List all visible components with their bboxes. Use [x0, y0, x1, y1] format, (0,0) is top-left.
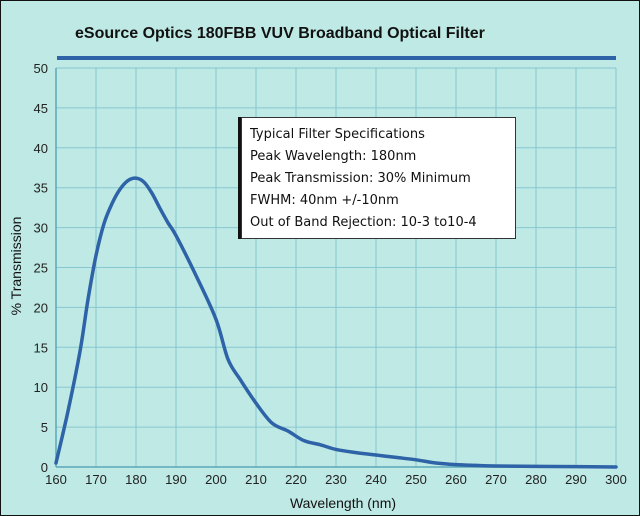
- specifications-box: Typical Filter Specifications Peak Wavel…: [241, 117, 516, 239]
- x-tick-label: 200: [205, 472, 227, 487]
- y-tick-labels: 0 5 10 15 20 25 30 35 40 45 50: [34, 61, 48, 475]
- y-tick-label: 15: [34, 340, 48, 355]
- y-tick-label: 45: [34, 101, 48, 116]
- y-tick-label: 10: [34, 380, 48, 395]
- x-tick-label: 210: [245, 472, 267, 487]
- x-tick-label: 170: [85, 472, 107, 487]
- spec-peak-transmission: Peak Transmission: 30% Minimum: [250, 171, 471, 186]
- x-tick-label: 300: [605, 472, 627, 487]
- y-tick-label: 0: [41, 460, 48, 475]
- spec-fwhm: FWHM: 40nm +/-10nm: [250, 193, 399, 208]
- x-tick-label: 220: [285, 472, 307, 487]
- x-tick-label: 190: [165, 472, 187, 487]
- x-tick-label: 250: [405, 472, 427, 487]
- y-tick-label: 40: [34, 141, 48, 156]
- y-axis-label: % Transmission: [8, 217, 24, 316]
- x-tick-label: 270: [485, 472, 507, 487]
- y-tick-label: 25: [34, 261, 48, 276]
- title-bar: [57, 56, 616, 60]
- y-tick-label: 5: [41, 420, 48, 435]
- x-axis-label: Wavelength (nm): [290, 495, 396, 511]
- x-tick-label: 240: [365, 472, 387, 487]
- x-tick-label: 180: [125, 472, 147, 487]
- x-tick-label: 160: [45, 472, 67, 487]
- spec-rejection: Out of Band Rejection: 10-3 to10-4: [250, 215, 477, 230]
- y-tick-label: 35: [34, 181, 48, 196]
- x-tick-label: 230: [325, 472, 347, 487]
- y-tick-label: 20: [34, 300, 48, 315]
- y-tick-label: 50: [34, 61, 48, 76]
- x-tick-labels: 160 170 180 190 200 210 220 230 240 250 260 270 280 2…: [45, 472, 627, 487]
- x-tick-label: 280: [525, 472, 547, 487]
- y-tick-label: 30: [34, 221, 48, 236]
- x-tick-label: 260: [445, 472, 467, 487]
- transmission-curve: [54, 176, 618, 469]
- spec-peak-wavelength: Peak Wavelength: 180nm: [250, 149, 417, 164]
- spec-heading: Typical Filter Specifications: [250, 127, 425, 142]
- x-tick-label: 290: [565, 472, 587, 487]
- chart-title: eSource Optics 180FBB VUV Broadband Opti…: [75, 25, 485, 42]
